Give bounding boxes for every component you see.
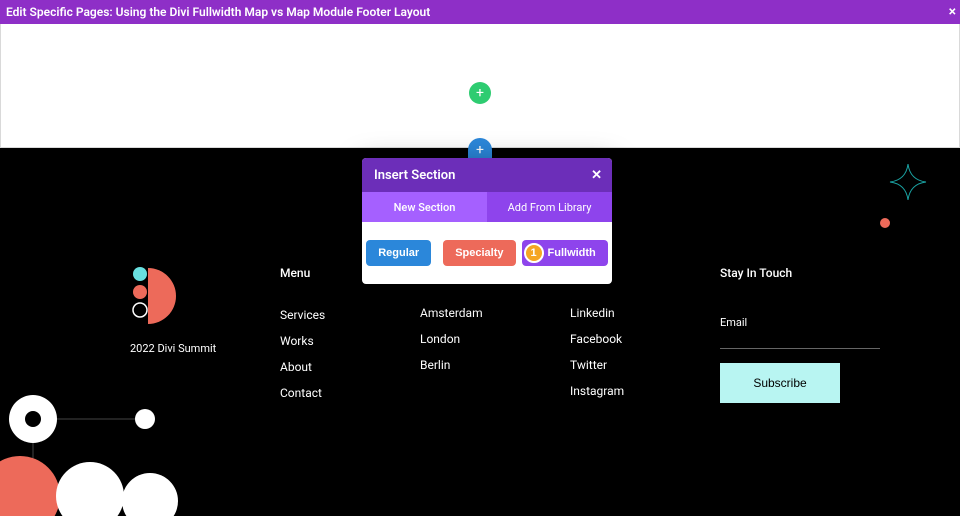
- step-badge: 1: [524, 243, 544, 263]
- close-icon[interactable]: ×: [949, 4, 956, 20]
- tab-add-from-library[interactable]: Add From Library: [487, 192, 612, 222]
- menu-item-about[interactable]: About: [280, 360, 390, 374]
- page-title: Edit Specific Pages: Using the Divi Full…: [6, 5, 430, 19]
- menu-item-works[interactable]: Works: [280, 334, 390, 348]
- tab-new-section[interactable]: New Section: [362, 192, 487, 222]
- menu-item-services[interactable]: Services: [280, 308, 390, 322]
- footer-social-column: Linkedin Facebook Twitter Instagram: [570, 266, 690, 412]
- modal-title: Insert Section: [374, 168, 455, 183]
- diamond-icon: [888, 162, 928, 202]
- regular-section-button[interactable]: Regular: [366, 240, 431, 266]
- social-twitter[interactable]: Twitter: [570, 358, 690, 372]
- specialty-section-button[interactable]: Specialty: [443, 240, 515, 266]
- modal-tabs: New Section Add From Library: [362, 192, 612, 222]
- fullwidth-label: Fullwidth: [548, 247, 596, 259]
- subscribe-heading: Stay In Touch: [720, 266, 880, 280]
- subscribe-button[interactable]: Subscribe: [720, 363, 840, 403]
- add-module-button[interactable]: +: [469, 82, 491, 104]
- modal-body: Regular Specialty 1 Fullwidth: [362, 222, 612, 284]
- email-label: Email: [720, 316, 880, 329]
- dot-icon: [880, 218, 890, 228]
- footer-subscribe-column: Stay In Touch Email Subscribe: [720, 266, 880, 412]
- email-input[interactable]: [720, 335, 880, 349]
- footer-locations-column: Amsterdam London Berlin: [420, 266, 540, 412]
- social-facebook[interactable]: Facebook: [570, 332, 690, 346]
- modal-header: Insert Section ✕: [362, 158, 612, 192]
- logo-icon: [130, 266, 200, 336]
- footer-decoration: [0, 376, 200, 516]
- empty-section-area: +: [0, 24, 960, 148]
- social-instagram[interactable]: Instagram: [570, 384, 690, 398]
- fullwidth-section-button[interactable]: 1 Fullwidth: [522, 240, 608, 266]
- location-london[interactable]: London: [420, 332, 540, 346]
- modal-close-icon[interactable]: ✕: [591, 168, 602, 183]
- footer-menu-column: Menu Services Works About Contact: [280, 266, 390, 412]
- logo-caption: 2022 Divi Summit: [130, 342, 250, 355]
- menu-item-contact[interactable]: Contact: [280, 386, 390, 400]
- insert-section-modal: Insert Section ✕ New Section Add From Li…: [362, 158, 612, 284]
- page-header-bar: Edit Specific Pages: Using the Divi Full…: [0, 0, 960, 24]
- location-berlin[interactable]: Berlin: [420, 358, 540, 372]
